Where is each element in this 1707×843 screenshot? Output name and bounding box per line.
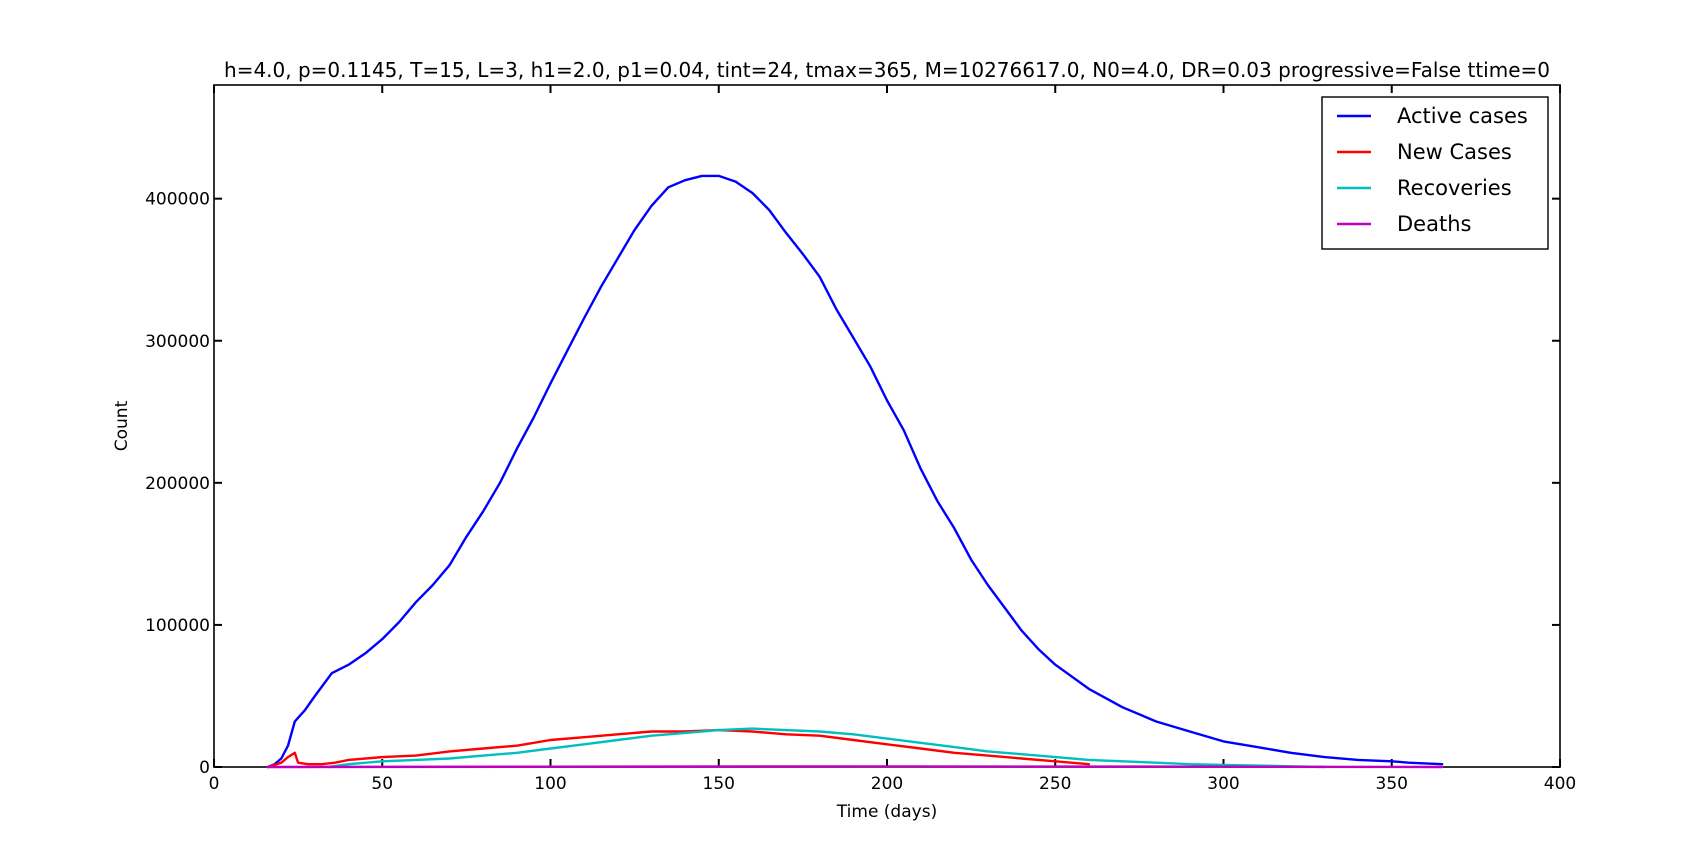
x-tick-label: 300 (1207, 774, 1239, 794)
x-tick-label: 350 (1376, 774, 1408, 794)
x-tick-label: 100 (534, 774, 566, 794)
x-tick-label: 150 (703, 774, 735, 794)
legend: Active cases New Cases Recoveries Deaths (1321, 96, 1549, 250)
y-axis: 0 100000 200000 300000 400000 (145, 190, 1560, 778)
series-line-deaths (266, 765, 1444, 769)
x-tick-label: 200 (871, 774, 903, 794)
x-tick-label: 400 (1544, 774, 1576, 794)
y-tick-label: 200000 (145, 474, 210, 494)
chart-title: h=4.0, p=0.1145, T=15, L=3, h1=2.0, p1=0… (224, 58, 1550, 82)
x-axis-label: Time (days) (836, 802, 937, 822)
y-axis-label: Count (112, 400, 132, 451)
x-axis: 0 50 100 150 200 250 300 350 400 (209, 85, 1576, 794)
x-tick-label: 0 (209, 774, 220, 794)
y-tick-label: 0 (199, 758, 210, 778)
x-tick-label: 50 (371, 774, 393, 794)
y-tick-label: 100000 (145, 616, 210, 636)
series-line-active-cases (266, 174, 1444, 769)
legend-entry: Active cases (1397, 104, 1528, 128)
y-tick-label: 400000 (145, 190, 210, 210)
x-tick-label: 250 (1039, 774, 1071, 794)
legend-entry: Recoveries (1397, 176, 1512, 200)
series-line-new-cases (266, 728, 1091, 769)
series-group (266, 174, 1444, 769)
legend-entry: Deaths (1397, 212, 1471, 236)
legend-entry: New Cases (1397, 140, 1512, 164)
series-line-recoveries (327, 727, 1326, 769)
y-tick-label: 300000 (145, 332, 210, 352)
